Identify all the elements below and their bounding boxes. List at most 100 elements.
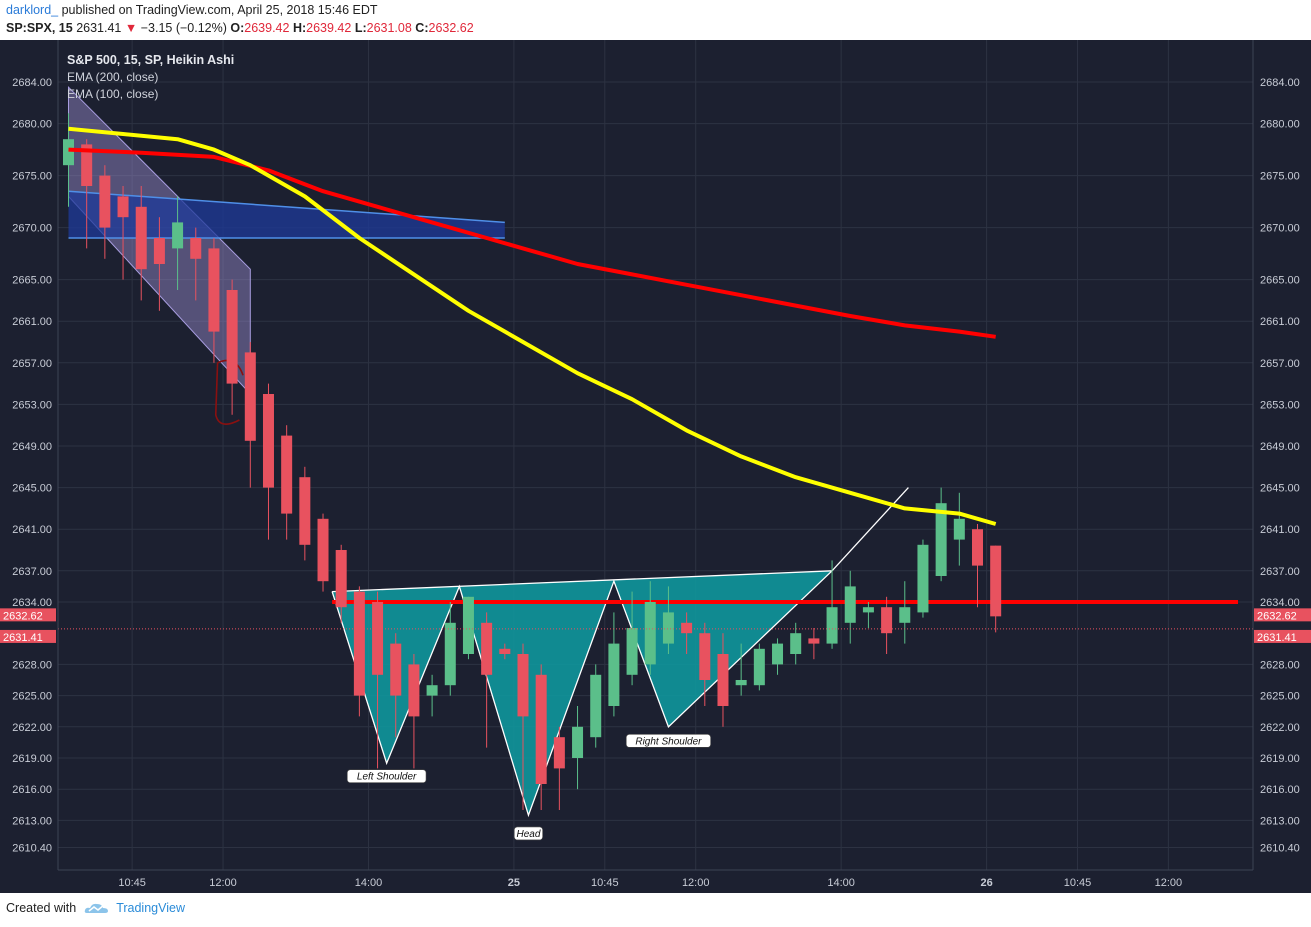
- breakout-line: [831, 487, 909, 572]
- x-tick-label: 12:00: [1155, 877, 1183, 889]
- x-tick-label: 14:00: [355, 877, 383, 889]
- x-tick-label: 10:45: [118, 877, 146, 889]
- price-tag-bg: [0, 629, 56, 643]
- y-tick-label-right: 2684.00: [1260, 77, 1300, 89]
- y-tick-label-left: 2670.00: [12, 223, 52, 235]
- candle-body: [444, 622, 456, 686]
- price-axis[interactable]: 2684.00 2684.00 2680.00 2680.00 2675.00 2675.…: [0, 40, 1311, 893]
- ohlc-bar: SP:SPX, 15 2631.41 ▼ −3.15 (−0.12%) O:26…: [6, 21, 474, 35]
- candle-body: [262, 394, 274, 488]
- pattern-fill: [332, 570, 833, 816]
- x-tick-label: 10:45: [591, 877, 619, 889]
- y-tick-label-left: 2616.00: [12, 784, 52, 796]
- price-tag-label: 2631.41: [3, 632, 43, 644]
- y-tick-label-right: 2641.00: [1260, 524, 1300, 536]
- y-tick-label-right: 2649.00: [1260, 441, 1300, 453]
- close-value: 2632.62: [428, 21, 474, 35]
- candle-body: [862, 607, 874, 613]
- high-label: H:: [292, 21, 307, 35]
- candle-body: [844, 586, 856, 623]
- candle-body: [390, 643, 402, 696]
- pattern-label-bg: [346, 769, 427, 784]
- y-tick-label-left: 2665.00: [12, 275, 52, 287]
- pattern-top-line: [332, 570, 833, 593]
- x-tick-label: 12:00: [682, 877, 710, 889]
- time-axis[interactable]: 10:45 12:00 14:00 25 10:45 12:00 14:00 26 10:45 1…: [58, 869, 1253, 889]
- head-shoulders-pattern: [331, 487, 1238, 818]
- y-tick-label-right: 2680.00: [1260, 119, 1300, 131]
- candle-body: [699, 633, 711, 680]
- candle-body: [590, 674, 602, 738]
- y-tick-label-left: 2680.00: [12, 119, 52, 131]
- candle-body: [662, 612, 674, 644]
- candle-body: [153, 238, 165, 264]
- y-tick-label-left: 2619.00: [12, 753, 52, 765]
- down-triangle-icon: ▼: [124, 21, 138, 35]
- y-tick-label-right: 2675.00: [1260, 171, 1300, 183]
- candle-body: [935, 503, 947, 576]
- pattern-label-bg: [513, 826, 543, 841]
- y-tick-label-right: 2622.00: [1260, 722, 1300, 734]
- x-tick-label: 14:00: [827, 877, 855, 889]
- price-change: −3.15 (−0.12%): [140, 21, 227, 35]
- x-tick-label: 26: [980, 877, 992, 889]
- price-tag-bg: [1254, 629, 1311, 643]
- y-tick-label-right: 2619.00: [1260, 753, 1300, 765]
- y-tick-label-left: 2628.00: [12, 659, 52, 671]
- pattern-label: Head: [517, 829, 541, 840]
- pattern-label: Right Shoulder: [635, 736, 702, 747]
- candle-body: [499, 648, 511, 654]
- y-tick-label-left: 2622.00: [12, 722, 52, 734]
- symbol-label: SP:SPX, 15: [6, 21, 73, 35]
- y-tick-label-right: 2637.00: [1260, 566, 1300, 578]
- y-tick-label-right: 2665.00: [1260, 275, 1300, 287]
- last-price: 2631.41: [76, 21, 122, 35]
- y-tick-label-left: 2634.00: [12, 597, 52, 609]
- candle-body: [335, 550, 347, 608]
- candle-body: [990, 545, 1002, 617]
- y-tick-label-left: 2625.00: [12, 691, 52, 703]
- y-tick-label-left: 2675.00: [12, 171, 52, 183]
- y-tick-label-left: 2641.00: [12, 524, 52, 536]
- candle-body: [517, 654, 529, 717]
- candle-body: [353, 591, 365, 696]
- candle-body: [226, 290, 238, 384]
- y-tick-label-right: 2628.00: [1260, 659, 1300, 671]
- created-with-text: Created with: [6, 901, 77, 915]
- y-tick-label-right: 2645.00: [1260, 483, 1300, 495]
- y-tick-label-right: 2616.00: [1260, 784, 1300, 796]
- legend-ema200: EMA (200, close): [67, 70, 158, 84]
- candle-body: [899, 607, 911, 623]
- pattern-label: Left Shoulder: [357, 772, 417, 783]
- y-tick-label-right: 2610.40: [1260, 842, 1300, 854]
- candle-body: [826, 607, 838, 644]
- price-tag-bg: [0, 608, 56, 622]
- price-chart[interactable]: Left Shoulder Head Right Shoulder 2684.00 2…: [0, 40, 1311, 893]
- candle-body: [808, 638, 820, 644]
- author-link[interactable]: darklord_: [6, 3, 59, 17]
- candle-body: [626, 628, 638, 675]
- candle-body: [135, 206, 147, 270]
- y-tick-label-left: 2657.00: [12, 358, 52, 370]
- candle-body: [372, 602, 384, 675]
- low-label: L:: [354, 21, 367, 35]
- tradingview-link[interactable]: TradingView: [116, 901, 185, 915]
- legend-title: S&P 500, 15, SP, Heikin Ashi: [67, 53, 234, 67]
- candle-body: [790, 633, 802, 654]
- candle-body: [426, 685, 438, 696]
- candle-body: [317, 518, 329, 582]
- candle-body: [681, 622, 693, 634]
- high-value: 2639.42: [306, 21, 352, 35]
- candle-body: [299, 477, 311, 545]
- ema100-line: [68, 126, 997, 526]
- y-tick-label-right: 2625.00: [1260, 691, 1300, 703]
- y-tick-label-left: 2613.00: [12, 815, 52, 827]
- x-tick-label: 12:00: [209, 877, 237, 889]
- candle-body: [972, 529, 983, 566]
- y-tick-label-left: 2645.00: [12, 483, 52, 495]
- publish-info: darklord_ published on TradingView.com, …: [6, 3, 378, 17]
- published-text: published on TradingView.com, April 25, …: [61, 3, 378, 17]
- price-tag-label: 2632.62: [3, 610, 43, 622]
- candle-body: [190, 238, 202, 259]
- candle-body: [772, 643, 784, 665]
